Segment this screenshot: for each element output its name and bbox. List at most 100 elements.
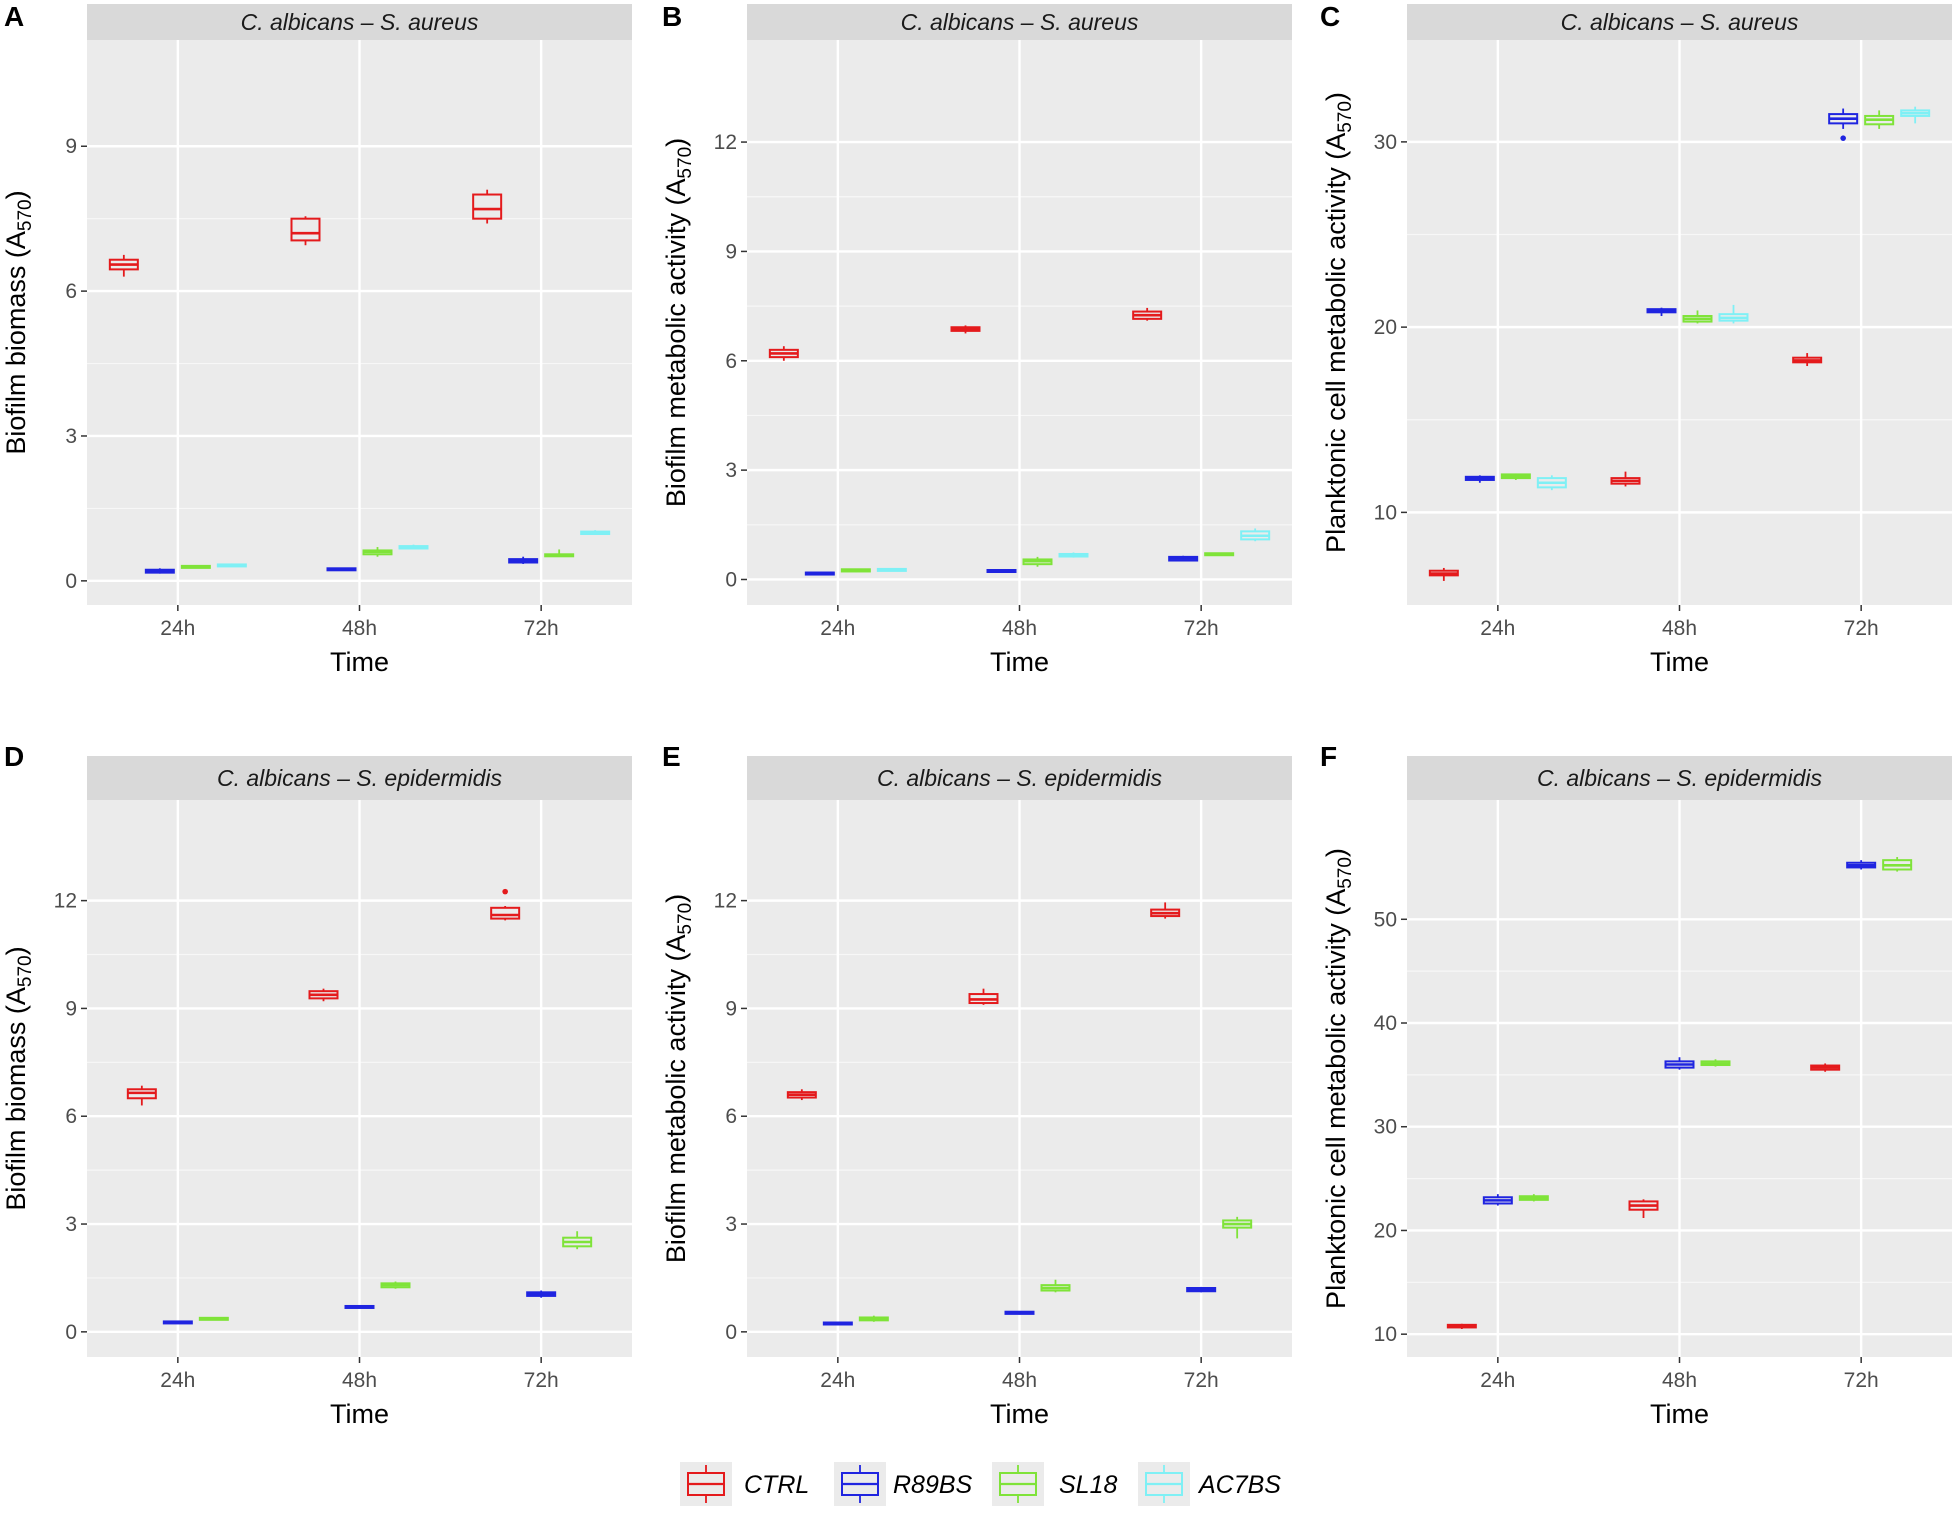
series-ac7bs bbox=[1536, 106, 1931, 491]
box-r89bs-24h bbox=[162, 1320, 193, 1325]
series-ctrl bbox=[786, 902, 1181, 1101]
facet-strip-title: C. albicans – S. epidermidis bbox=[217, 765, 503, 791]
facet-strip bbox=[87, 756, 632, 800]
box-sl18-48h bbox=[380, 1281, 411, 1289]
box-ac7bs-72h bbox=[1240, 528, 1271, 542]
y-axis-title-main: Biofilm metabolic activity (A bbox=[661, 935, 691, 1264]
box-sl18-48h bbox=[1700, 1059, 1731, 1067]
y-tick-label: 9 bbox=[65, 135, 77, 158]
series-ctrl bbox=[1428, 353, 1823, 581]
box-body bbox=[472, 193, 503, 220]
box-r89bs-72h bbox=[1828, 108, 1859, 129]
box-sl18-24h bbox=[180, 564, 211, 569]
y-tick-label: 12 bbox=[714, 131, 737, 154]
panel-letter: A bbox=[4, 1, 24, 32]
box-r89bs-72h bbox=[1168, 555, 1199, 562]
series-ctrl bbox=[768, 307, 1163, 361]
x-tick-label: 48h bbox=[1002, 1369, 1037, 1392]
y-tick-label: 6 bbox=[725, 350, 737, 373]
x-tick-label: 48h bbox=[1662, 617, 1697, 640]
y-tick-label: 6 bbox=[65, 1105, 77, 1128]
y-tick-label: 40 bbox=[1374, 1012, 1397, 1035]
panel-letter: B bbox=[662, 1, 682, 32]
series-sl18 bbox=[840, 552, 1235, 573]
box-r89bs-48h bbox=[1664, 1057, 1695, 1070]
y-axis-title-subscript: 570 bbox=[1335, 101, 1356, 133]
series-r89bs bbox=[804, 555, 1199, 576]
box-ctrl-72h bbox=[1132, 307, 1163, 321]
y-axis-title-close: ) bbox=[661, 894, 691, 903]
box-ctrl-24h bbox=[108, 254, 139, 277]
box-ctrl-48h bbox=[308, 988, 339, 1002]
y-tick-label: 9 bbox=[65, 997, 77, 1020]
outlier-point bbox=[1840, 135, 1846, 141]
panel-b: 0 3 6 9 12 24h 48h 72h C. albicans – S. aureus Ti… bbox=[661, 1, 1292, 677]
box-sl18-24h bbox=[1518, 1194, 1549, 1202]
y-tick-label: 3 bbox=[65, 425, 77, 448]
y-tick-label: 0 bbox=[65, 1321, 77, 1344]
y-axis-title-subscript: 570 bbox=[675, 147, 696, 179]
box-sl18-24h bbox=[840, 568, 871, 573]
panel-f: 10 20 30 40 50 24h 48h 72h C. albicans – S. epid… bbox=[1320, 741, 1952, 1429]
panel-letter: F bbox=[1320, 741, 1337, 772]
y-tick-label: 20 bbox=[1374, 1219, 1397, 1242]
y-tick-label: 50 bbox=[1374, 908, 1397, 931]
y-axis-title-close: ) bbox=[1321, 92, 1351, 101]
box-ctrl-24h bbox=[768, 346, 799, 361]
y-axis-title: Planktonic cell metabolic activity (A570… bbox=[1321, 848, 1356, 1309]
panel-letter: D bbox=[4, 741, 24, 772]
legend-label-ctrl: CTRL bbox=[744, 1471, 809, 1499]
box-ac7bs-48h bbox=[398, 544, 429, 550]
series-ctrl bbox=[1446, 1063, 1841, 1329]
box-ac7bs-24h bbox=[1536, 475, 1567, 491]
x-axis-title: Time bbox=[990, 1399, 1049, 1429]
y-tick-label: 9 bbox=[725, 997, 737, 1020]
box-ctrl-24h bbox=[1428, 567, 1459, 581]
box-sl18-24h bbox=[198, 1316, 229, 1321]
x-tick-label: 48h bbox=[342, 1369, 377, 1392]
box-ctrl-72h bbox=[472, 189, 503, 224]
y-tick-label: 9 bbox=[725, 240, 737, 263]
legend-key-ac7bs bbox=[1138, 1462, 1190, 1506]
box-ctrl-24h bbox=[126, 1085, 157, 1106]
y-tick-label: 0 bbox=[65, 570, 77, 593]
x-tick-label: 48h bbox=[342, 617, 377, 640]
box-sl18-72h bbox=[1222, 1216, 1253, 1239]
box-r89bs-24h bbox=[1482, 1194, 1513, 1206]
box-r89bs-48h bbox=[1004, 1310, 1035, 1315]
series-ctrl bbox=[126, 906, 521, 1106]
box-sl18-72h bbox=[1864, 110, 1895, 129]
series-sl18 bbox=[1518, 857, 1913, 1202]
y-axis-title-subscript: 570 bbox=[15, 199, 36, 231]
legend-key-ctrl bbox=[680, 1462, 732, 1506]
y-axis-title: Biofilm biomass (A570) bbox=[1, 946, 36, 1210]
box-ctrl-48h bbox=[1628, 1199, 1659, 1219]
panel-a: 0 3 6 9 24h 48h 72h C. albicans – S. aureus Time… bbox=[1, 1, 632, 677]
box-ctrl-48h bbox=[950, 325, 981, 334]
y-axis-title-close: ) bbox=[1, 946, 31, 955]
legend: CTRL R89BS SL18 AC7BS bbox=[680, 1462, 1281, 1506]
box-sl18-48h bbox=[1022, 556, 1053, 567]
x-tick-label: 24h bbox=[1480, 617, 1515, 640]
y-axis-title-main: Planktonic cell metabolic activity (A bbox=[1321, 889, 1351, 1309]
legend-label-ac7bs: AC7BS bbox=[1197, 1471, 1281, 1499]
x-axis-title: Time bbox=[330, 647, 389, 677]
box-ac7bs-24h bbox=[216, 563, 247, 568]
box-ctrl-48h bbox=[968, 988, 999, 1005]
box-ctrl-24h bbox=[1446, 1323, 1477, 1329]
x-axis-title: Time bbox=[1650, 647, 1709, 677]
y-axis-title: Biofilm metabolic activity (A570) bbox=[661, 894, 696, 1263]
x-tick-label: 72h bbox=[524, 617, 559, 640]
box-sl18-72h bbox=[544, 549, 575, 558]
facet-strip bbox=[747, 4, 1292, 40]
box-sl18-48h bbox=[362, 547, 393, 557]
x-axis-title: Time bbox=[1650, 1399, 1709, 1429]
panel-c: 10 20 30 24h 48h 72h C. albicans – S. aureus Ti… bbox=[1320, 1, 1952, 677]
box-ac7bs-48h bbox=[1718, 304, 1749, 324]
y-tick-label: 30 bbox=[1374, 131, 1397, 154]
facet-strip-title: C. albicans – S. aureus bbox=[901, 9, 1139, 35]
y-axis-title-close: ) bbox=[661, 138, 691, 147]
legend-label-sl18: SL18 bbox=[1059, 1471, 1117, 1499]
y-axis-title: Biofilm biomass (A570) bbox=[1, 190, 36, 454]
